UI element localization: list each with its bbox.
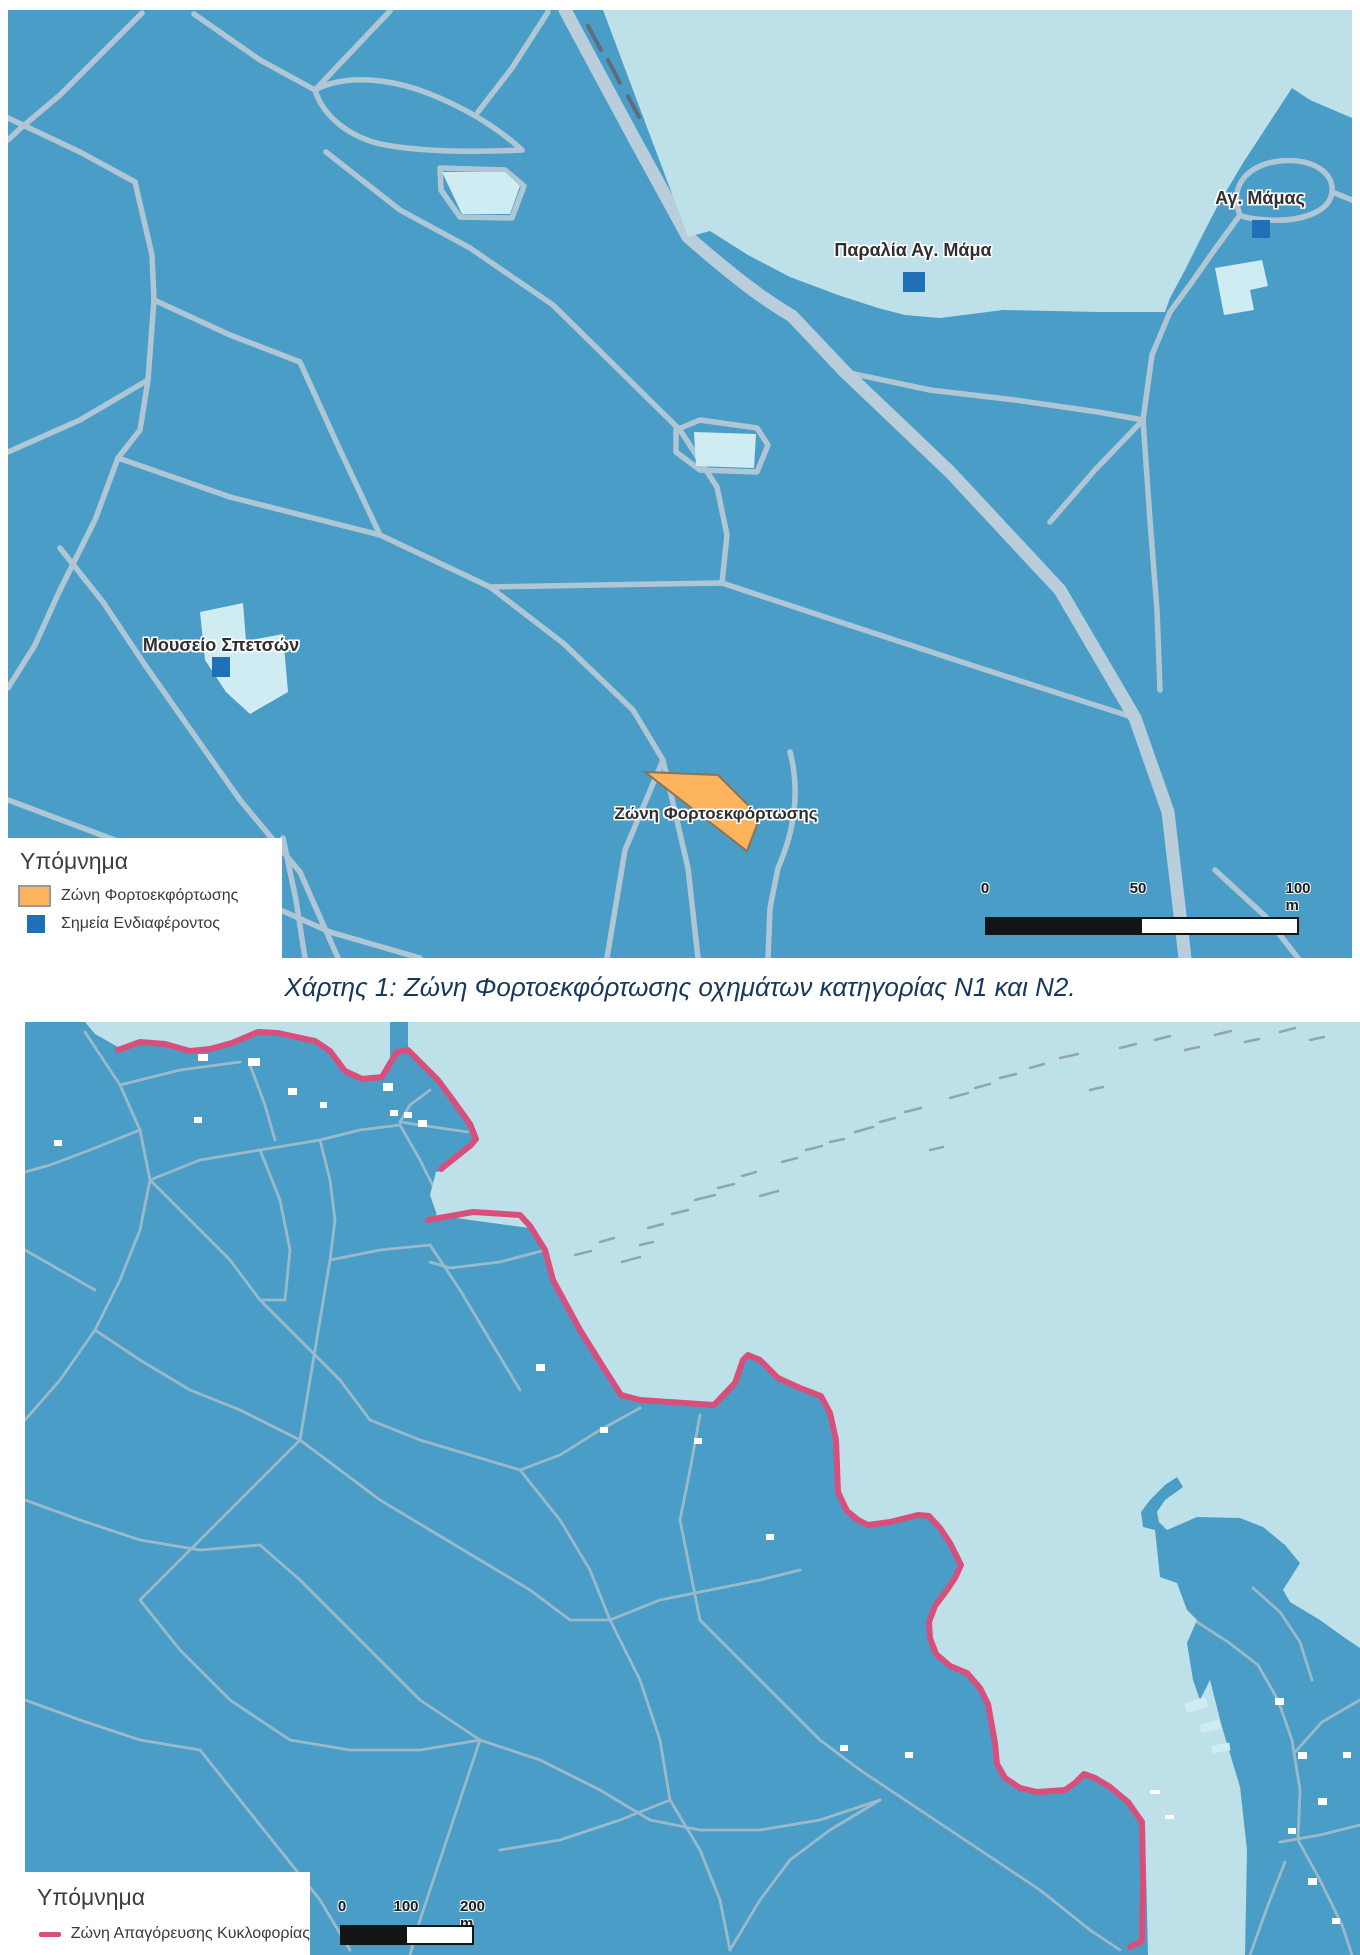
legend-item-poi: Σημεία Ενδιαφέροντος: [18, 915, 282, 933]
scalebar-tick: 100: [393, 1898, 419, 1915]
poi-label-church: Αγ. Μάμας: [1215, 188, 1305, 208]
map1-scalebar: 0 50 100 m: [969, 880, 1311, 935]
scalebar-tick: 0: [980, 880, 990, 897]
map1-legend-title: Υπόμνημα: [20, 848, 129, 874]
poi-marker-museum: [212, 657, 230, 677]
poi-label-beach: Παραλία Αγ. Μάμα: [834, 240, 992, 260]
map1-canvas: [8, 10, 1352, 958]
map2-canvas: [25, 1022, 1360, 1955]
map1-caption: Χάρτης 1: Ζώνη Φορτοεκφόρτωσης οχημάτων …: [284, 972, 1076, 1002]
map2-legend: Υπόμνημα Ζώνη Απαγόρευσης Κυκλοφορίας: [25, 1872, 310, 1955]
loading-zone-polygon: [641, 770, 762, 853]
scalebar-bar: [985, 917, 1299, 935]
loading-zone-label: Ζώνη Φορτοεκφόρτωσης: [614, 804, 818, 823]
legend-item-loading-zone: Ζώνη Φορτοεκφόρτωσης: [18, 885, 282, 907]
scalebar-tick: 0: [337, 1898, 347, 1915]
scalebar-tick: 100 m: [1285, 880, 1311, 914]
restricted-zone-swatch-icon: [39, 1931, 61, 1937]
legend-item-restricted-zone: Ζώνη Απαγόρευσης Κυκλοφορίας: [35, 1925, 310, 1943]
poi-label-museum: Μουσείο Σπετσών: [142, 635, 300, 655]
poi-marker-beach: [903, 272, 925, 292]
map2-legend-title: Υπόμνημα: [37, 1884, 146, 1910]
legend-item-label: Σημεία Ενδιαφέροντος: [61, 915, 220, 932]
legend-item-label: Ζώνη Φορτοεκφόρτωσης: [61, 887, 239, 904]
scalebar-bar: [340, 1925, 474, 1945]
poi-marker-church: [1252, 220, 1270, 238]
restricted-zone-line: [115, 1029, 1146, 1950]
map2-scalebar: 0 100 200 m: [337, 1898, 520, 1948]
scalebar-tick: 50: [1129, 880, 1147, 897]
poi-swatch-icon: [27, 915, 45, 933]
legend-item-label: Ζώνη Απαγόρευσης Κυκλοφορίας: [70, 1925, 310, 1942]
map1-legend: Υπόμνημα Ζώνη Φορτοεκφόρτωσης Σημεία Ενδ…: [8, 838, 282, 958]
loading-zone-swatch-icon: [18, 885, 51, 907]
map1-figure: Παραλία Αγ. Μάμα Αγ. Μάμας Μουσείο Σπετσ…: [8, 10, 1352, 958]
map2-figure: Υπόμνημα Ζώνη Απαγόρευσης Κυκλοφορίας 0 …: [25, 1022, 1360, 1955]
